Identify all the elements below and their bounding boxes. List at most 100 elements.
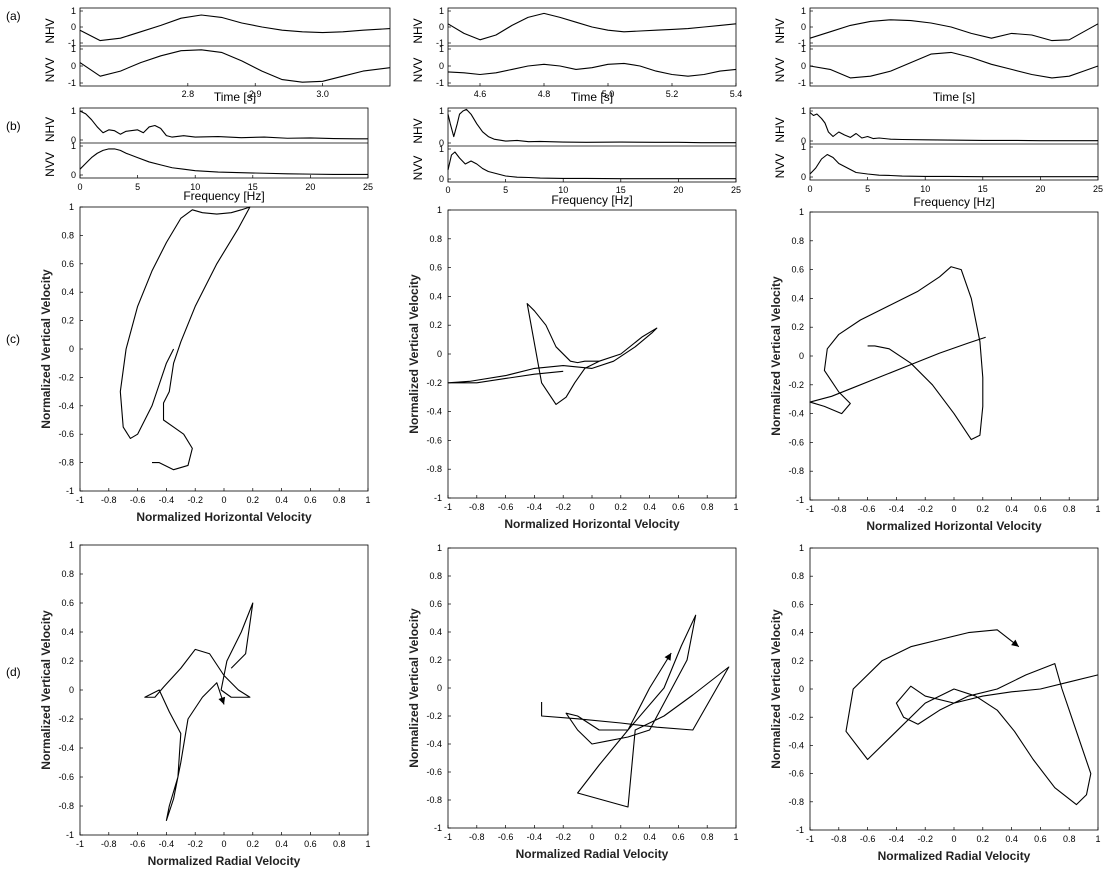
c3-ytick-label: 0.4 bbox=[791, 293, 804, 303]
d2-ytick-label: 0.6 bbox=[429, 599, 442, 609]
row-label-d: (d) bbox=[6, 665, 21, 679]
b1-ylabel-top: NHV bbox=[43, 117, 57, 142]
c2-xtick-label: 0.2 bbox=[615, 502, 628, 512]
c2-ytick-label: 1 bbox=[437, 205, 442, 215]
panel-c1: -1 -0.8 -0.6 -0.4 -0.2 0 0.2 0.4 0.6 0.8 1 -1 -0.8 -0… bbox=[39, 202, 371, 524]
c3-trajectory bbox=[809, 266, 986, 441]
c1-ytick-label: -0.6 bbox=[58, 429, 74, 439]
c3-xtick-label: -0.6 bbox=[860, 504, 876, 514]
c1-xtick-label: 1 bbox=[365, 495, 370, 505]
d1-ytick-label: 0 bbox=[69, 685, 74, 695]
c1-xtick-label: -0.2 bbox=[187, 495, 203, 505]
c1-ylabel: Normalized Vertical Velocity bbox=[39, 269, 53, 429]
d3-ytick-label: -0.8 bbox=[788, 797, 804, 807]
d3-ytick-label: 0.2 bbox=[791, 656, 804, 666]
d2-xtick-label: 0.2 bbox=[615, 832, 628, 842]
c1-xtick-label: 0.2 bbox=[247, 495, 260, 505]
c2-xtick-label: 0.6 bbox=[672, 502, 685, 512]
c2-xtick-label: -0.2 bbox=[555, 502, 571, 512]
c1-ytick-label: 0 bbox=[69, 344, 74, 354]
c3-ytick-label: -0.4 bbox=[788, 409, 804, 419]
a2-xtick-label: 5.0 bbox=[602, 89, 615, 99]
a2-xtick-label: 4.6 bbox=[474, 89, 487, 99]
b3-top-series bbox=[809, 112, 1098, 142]
a1-top-ytick-label: 1 bbox=[71, 6, 76, 16]
d3-trajectory-arrow bbox=[1011, 639, 1019, 647]
c3-ytick-label: 0 bbox=[799, 351, 804, 361]
d3-xtick-label: 0 bbox=[951, 834, 956, 844]
c2-ytick-label: -0.2 bbox=[426, 378, 442, 388]
a3-ylabel-bottom: NVV bbox=[773, 58, 787, 83]
a3-top-ytick-label: 0 bbox=[801, 22, 806, 32]
c2-xtick-label: -0.8 bbox=[469, 502, 485, 512]
b2-xtick-label: 5 bbox=[503, 185, 508, 195]
d2-xtick-label: -0.6 bbox=[498, 832, 514, 842]
d1-ytick-label: -0.6 bbox=[58, 772, 74, 782]
a3-ylabel-top: NHV bbox=[773, 18, 787, 43]
a2-xtick-label: 4.8 bbox=[538, 89, 551, 99]
c2-ylabel: Normalized Vertical Velocity bbox=[407, 274, 421, 434]
d2-ytick-label: 0 bbox=[437, 683, 442, 693]
a1-bottom-ytick-label: 0 bbox=[71, 61, 76, 71]
b2-xtick-label: 0 bbox=[445, 185, 450, 195]
a2-top-series bbox=[447, 12, 737, 41]
c2-ytick-label: -0.4 bbox=[426, 407, 442, 417]
d1-ytick-label: 0.4 bbox=[61, 627, 74, 637]
c1-xtick-label: -0.4 bbox=[159, 495, 175, 505]
d1-xlabel: Normalized Radial Velocity bbox=[148, 854, 301, 868]
d2-ylabel: Normalized Vertical Velocity bbox=[407, 608, 421, 768]
d1-xtick-label: 1 bbox=[365, 839, 370, 849]
c1-xtick-label: -1 bbox=[76, 495, 84, 505]
row-label-b: (b) bbox=[6, 119, 21, 133]
d2-frame bbox=[447, 547, 737, 829]
a1-xtick-label: 3.0 bbox=[316, 89, 329, 99]
a2-bottom-ytick-label: -1 bbox=[436, 78, 444, 88]
d2-xtick-label: -1 bbox=[444, 832, 452, 842]
c3-xlabel: Normalized Horizontal Velocity bbox=[866, 519, 1042, 533]
b2-ylabel-top: NHV bbox=[411, 118, 425, 143]
c3-xtick-label: -1 bbox=[806, 504, 814, 514]
a3-bottom-ytick-label: 1 bbox=[801, 44, 806, 54]
c1-xtick-label: 0.8 bbox=[333, 495, 346, 505]
a2-top-ytick-label: -1 bbox=[436, 38, 444, 48]
a1-frame bbox=[79, 7, 391, 87]
d3-ytick-label: -1 bbox=[796, 825, 804, 835]
c3-xtick-label: 0.8 bbox=[1063, 504, 1076, 514]
a1-bottom-ytick-label: -1 bbox=[68, 78, 76, 88]
d1-xtick-label: 0.6 bbox=[304, 839, 317, 849]
c2-xtick-label: -0.4 bbox=[527, 502, 543, 512]
c1-ytick-label: 0.6 bbox=[61, 259, 74, 269]
c1-xtick-label: -0.8 bbox=[101, 495, 117, 505]
a2-top-ytick-label: 0 bbox=[439, 22, 444, 32]
d2-trajectory bbox=[541, 614, 730, 808]
a2-ylabel-bottom: NVV bbox=[411, 58, 425, 83]
d3-ytick-label: 0.8 bbox=[791, 571, 804, 581]
a2-frame bbox=[447, 7, 737, 87]
a3-bottom-ytick-label: -1 bbox=[798, 78, 806, 88]
b1-bottom-series bbox=[79, 148, 368, 175]
panel-d3: -1 -0.8 -0.6 -0.4 -0.2 0 0.2 0.4 0.6 0.8 1 -1 -0.8 -0… bbox=[769, 543, 1101, 863]
d2-xtick-label: -0.4 bbox=[527, 832, 543, 842]
b2-bottom-ytick-label: 1 bbox=[439, 144, 444, 154]
d1-trajectory bbox=[144, 602, 254, 822]
c1-xlabel: Normalized Horizontal Velocity bbox=[136, 510, 312, 524]
d1-xtick-label: -0.4 bbox=[159, 839, 175, 849]
d2-ytick-label: 0.4 bbox=[429, 627, 442, 637]
b3-xtick-label: 10 bbox=[920, 184, 930, 194]
c1-trajectory bbox=[119, 206, 251, 471]
d2-xtick-label: 0.8 bbox=[701, 832, 714, 842]
c3-ylabel: Normalized Vertical Velocity bbox=[769, 276, 783, 436]
a1-bottom-series bbox=[79, 49, 391, 83]
d3-ytick-label: 0.4 bbox=[791, 628, 804, 638]
a1-xtick-label: 2.9 bbox=[249, 89, 262, 99]
a1-xlabel: Time [s] bbox=[214, 90, 256, 104]
a1-top-series bbox=[79, 14, 391, 42]
c1-xtick-label: 0.6 bbox=[304, 495, 317, 505]
panel-c3: -1 -0.8 -0.6 -0.4 -0.2 0 0.2 0.4 0.6 0.8 1 -1 -0.8 -0… bbox=[769, 207, 1101, 533]
b2-bottom-series bbox=[447, 151, 736, 180]
